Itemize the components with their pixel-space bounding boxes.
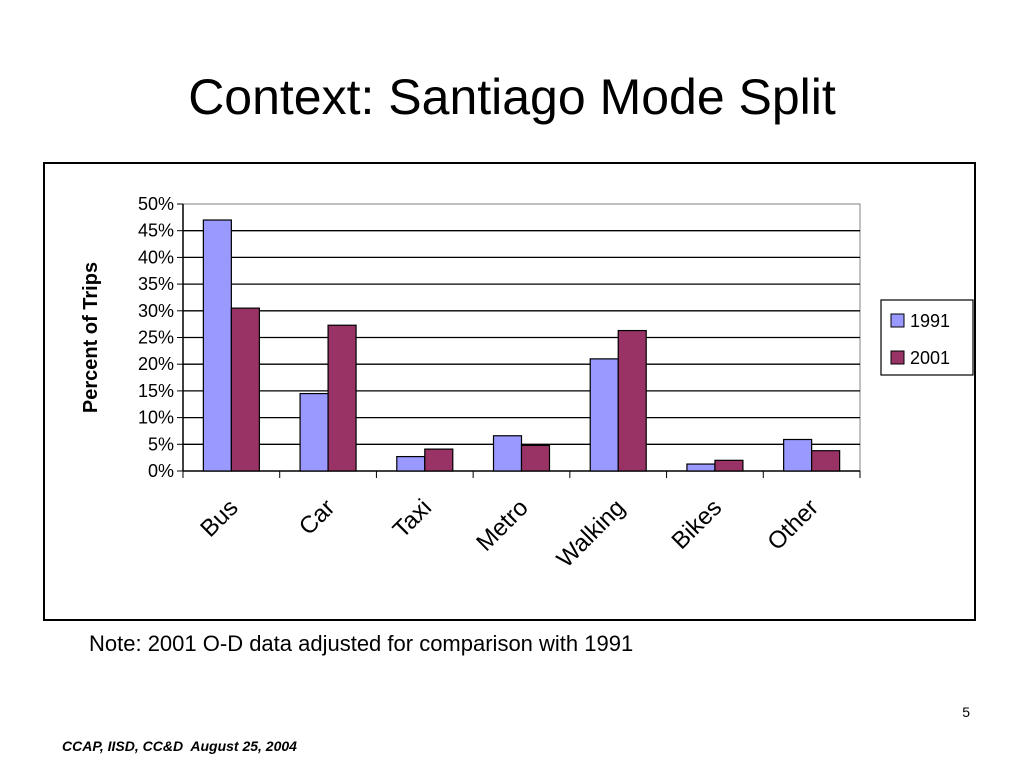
chart-note: Note: 2001 O-D data adjusted for compari… bbox=[89, 631, 634, 656]
bar-metro-2001 bbox=[520, 444, 551, 472]
x-category-label: Taxi bbox=[388, 494, 437, 543]
bar-taxi-2001 bbox=[424, 448, 454, 472]
y-tick-label: 50% bbox=[138, 194, 174, 214]
bar-other-1991 bbox=[783, 438, 813, 472]
bar-walking-1991 bbox=[589, 358, 619, 472]
bar-bus-2001 bbox=[230, 307, 260, 472]
bar-taxi-1991 bbox=[396, 455, 426, 472]
y-tick-label: 0% bbox=[148, 461, 174, 481]
y-tick-label: 35% bbox=[138, 274, 174, 294]
legend-label: 2001 bbox=[910, 348, 950, 368]
x-category-label: Bikes bbox=[667, 494, 728, 555]
y-tick-label: 30% bbox=[138, 301, 174, 321]
y-tick-label: 15% bbox=[138, 381, 174, 401]
y-tick-label: 45% bbox=[138, 221, 174, 241]
bar-car-2001 bbox=[327, 324, 357, 472]
slide-title: Context: Santiago Mode Split bbox=[188, 69, 836, 125]
bar-car-1991 bbox=[299, 392, 329, 472]
bar-bus-1991 bbox=[202, 219, 232, 472]
x-category-label: Metro bbox=[471, 494, 533, 556]
legend-swatch-2001 bbox=[890, 350, 905, 365]
bar-bikes-2001 bbox=[714, 459, 744, 472]
footer-credits: CCAP, IISD, CC&D August 25, 2004 bbox=[62, 738, 297, 754]
legend-swatch-1991 bbox=[890, 313, 905, 328]
bar-other-2001 bbox=[811, 450, 841, 472]
x-category-label: Other bbox=[762, 494, 824, 556]
x-category-label: Bus bbox=[195, 494, 243, 542]
y-tick-label: 25% bbox=[138, 328, 174, 348]
y-tick-label: 20% bbox=[138, 354, 174, 374]
mode-split-bar-chart: 0% 5% 10% 15% 20% 25% 30% 35% 40% 45% 50% Bus Car Tax… bbox=[80, 194, 974, 573]
legend-label: 1991 bbox=[910, 311, 950, 331]
x-category-label: Walking bbox=[552, 494, 631, 573]
y-tick-label: 10% bbox=[138, 408, 174, 428]
chart-frame: 0% 5% 10% 15% 20% 25% 30% 35% 40% 45% 50% Bus Car Tax… bbox=[43, 162, 976, 621]
x-category-label: Car bbox=[294, 494, 340, 540]
page-number: 5 bbox=[962, 704, 970, 720]
y-tick-label: 40% bbox=[138, 247, 174, 267]
y-tick-label: 5% bbox=[148, 434, 174, 454]
legend-box bbox=[880, 299, 974, 376]
y-axis-title: Percent of Trips bbox=[80, 262, 102, 413]
bar-walking-2001 bbox=[617, 329, 647, 472]
bar-metro-1991 bbox=[492, 435, 523, 472]
bar-bikes-1991 bbox=[686, 463, 716, 472]
